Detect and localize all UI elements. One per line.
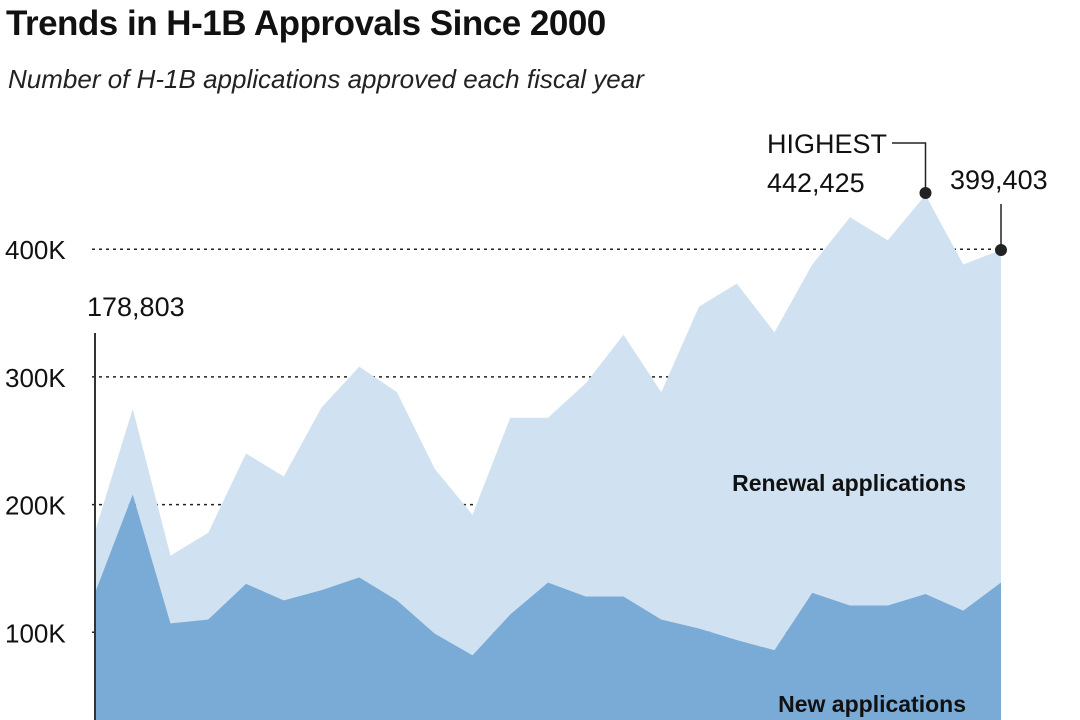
area-renewal-applications (95, 195, 1001, 656)
series-label-renewal: Renewal applications (732, 470, 966, 496)
chart-title: Trends in H-1B Approvals Since 2000 (6, 4, 606, 43)
annotation-leader-line (892, 142, 927, 196)
y-tick-label: 100K (5, 618, 66, 648)
area-new-applications (95, 494, 1001, 720)
annotation-highest-heading: HIGHEST (767, 129, 887, 159)
annotation-highest-value: 442,425 (767, 168, 865, 198)
y-tick-label: 300K (5, 363, 66, 393)
annotation-last-value: 399,403 (950, 165, 1048, 195)
y-tick-label: 200K (5, 491, 66, 521)
last-point-marker (995, 243, 1007, 256)
y-tick-label: 400K (5, 235, 66, 265)
chart-subtitle: Number of H-1B applications approved eac… (8, 64, 644, 94)
highest-point-marker (919, 187, 932, 200)
annotation-first-value: 178,803 (87, 292, 185, 322)
series-label-new: New applications (778, 691, 966, 717)
